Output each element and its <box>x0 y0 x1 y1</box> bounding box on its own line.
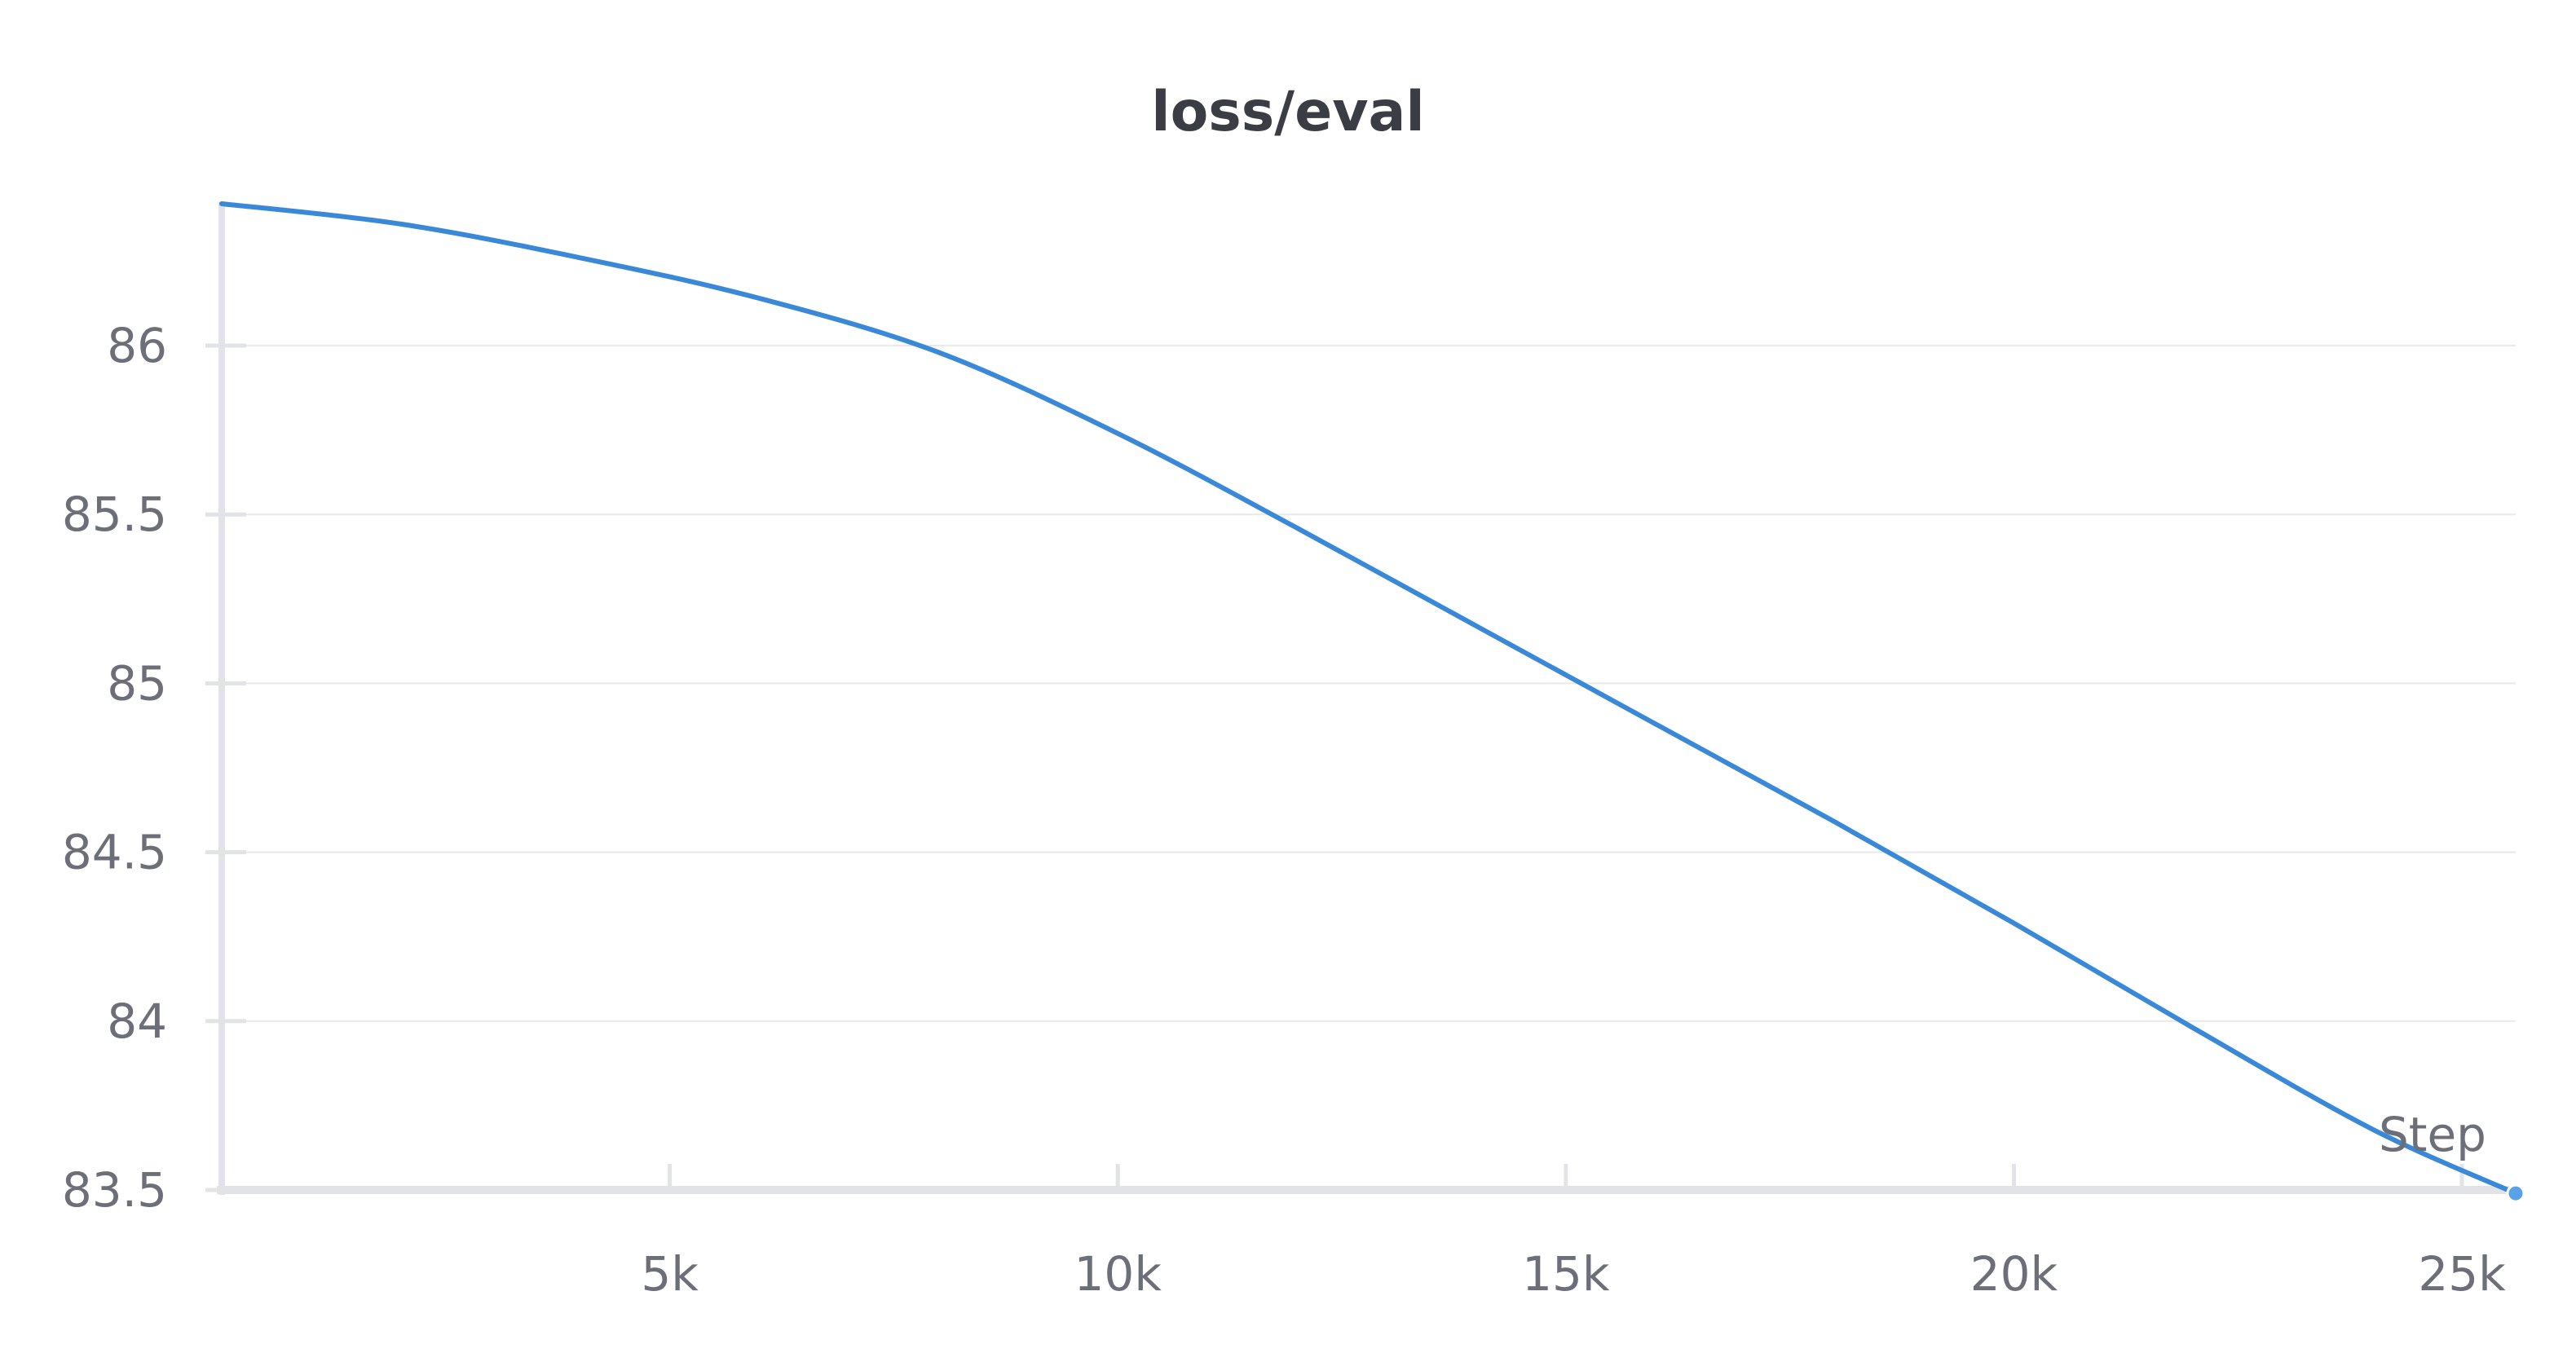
series-line[interactable] <box>219 201 2518 1197</box>
x-tick-label: 5k <box>641 1246 699 1302</box>
y-tick-label: 84.5 <box>62 825 167 880</box>
series-layer[interactable] <box>219 201 2525 1203</box>
y-tick-label: 83.5 <box>62 1162 167 1218</box>
tick-labels: 83.5 84 84.5 85 85.5 86 5k 10k 15k 20k 25k <box>62 318 2506 1302</box>
series-end-marker[interactable] <box>2506 1183 2525 1203</box>
x-tick-label: 20k <box>1970 1246 2058 1302</box>
x-tick-label: 25k <box>2418 1246 2506 1302</box>
y-tick-label: 84 <box>107 994 167 1049</box>
x-tick-label: 15k <box>1522 1246 1610 1302</box>
chart-title: loss/eval <box>1151 80 1424 144</box>
y-tick-label: 86 <box>107 318 167 373</box>
y-tick-label: 85.5 <box>62 487 167 542</box>
y-tick-label: 85 <box>107 655 167 711</box>
axes <box>205 202 2516 1195</box>
x-tick-label: 10k <box>1074 1246 1162 1302</box>
grid-lines <box>222 345 2516 1022</box>
x-axis-title: Step <box>2379 1107 2486 1162</box>
